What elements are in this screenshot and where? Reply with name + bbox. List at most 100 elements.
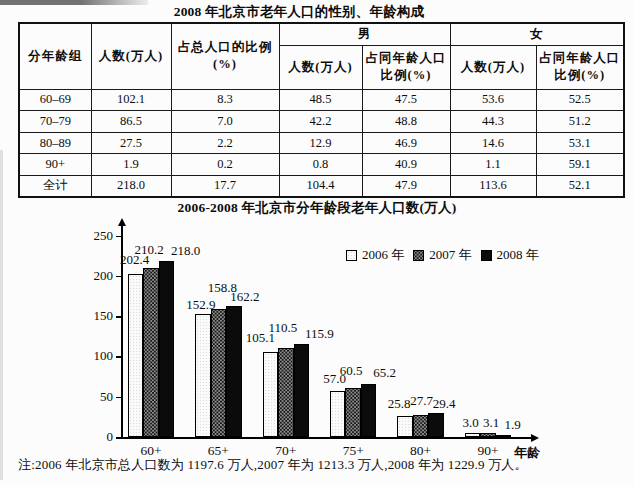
- chart-legend: 2006 年 2007 年 2008 年: [346, 246, 548, 264]
- bar-2006年-70+: [263, 352, 279, 437]
- bar-2007年-70+: [278, 348, 294, 437]
- table-cell: 90+: [19, 154, 91, 176]
- table-cell: 14.6: [450, 132, 536, 154]
- bar-2008年-75+: [361, 384, 377, 437]
- bar-value-label: 3.0: [462, 415, 478, 431]
- y-tick: [116, 356, 121, 358]
- y-tick-label: 200: [79, 268, 113, 284]
- x-axis-arrow-icon: [531, 434, 539, 442]
- table-cell: 27.5: [91, 132, 171, 154]
- table-cell: 2.2: [171, 132, 279, 154]
- bar-2007年-75+: [345, 388, 361, 437]
- y-tick: [116, 397, 121, 399]
- legend-swatch-icon: [481, 250, 492, 261]
- bar-2008年-90+: [496, 435, 512, 437]
- bar-2006年-60+: [128, 274, 144, 437]
- chart-title: 2006-2008 年北京市分年龄段老年人口数(万人): [0, 199, 634, 217]
- header-male-count: 人数(万人): [279, 45, 362, 89]
- bar-value-label: 210.2: [134, 242, 163, 258]
- bar-value-label: 115.9: [305, 326, 334, 342]
- y-tick-label: 50: [79, 389, 113, 405]
- y-tick: [116, 316, 121, 318]
- table-cell: 全计: [19, 175, 91, 197]
- table-cell: 17.7: [171, 175, 279, 197]
- bar-2007年-80+: [413, 415, 429, 437]
- table-cell: 53.1: [536, 132, 624, 154]
- table-cell: 46.9: [362, 132, 450, 154]
- header-female-count: 人数(万人): [450, 45, 536, 89]
- header-female-pct: 占同年龄人口 比例(%): [536, 45, 624, 89]
- table-cell: 48.8: [362, 111, 450, 133]
- table-row: 80–8927.52.212.946.914.653.1: [19, 132, 624, 154]
- bar-value-label: 65.2: [373, 365, 396, 381]
- bar-value-label: 3.1: [483, 415, 499, 431]
- table-cell: 60–69: [19, 89, 91, 111]
- table-title: 2008 年北京市老年人口的性别、年龄构成: [0, 3, 616, 21]
- table-row: 70–7986.57.042.248.844.351.2: [19, 111, 624, 133]
- legend-swatch-icon: [413, 250, 424, 261]
- table-cell: 104.4: [279, 175, 362, 197]
- header-count: 人数(万人): [91, 23, 171, 89]
- table-cell: 48.5: [279, 89, 362, 111]
- header-male-pct: 占同年龄人口 比例(%): [362, 45, 450, 89]
- footnote: 注:2006 年北京市总人口数为 1197.6 万人,2007 年为 1213.…: [18, 456, 528, 474]
- bar-value-label: 110.5: [268, 320, 297, 336]
- table-cell: 1.1: [450, 154, 536, 176]
- bar-2007年-65+: [211, 309, 227, 437]
- bar-value-label: 25.8: [388, 396, 411, 412]
- header-age-group: 分年龄组: [19, 23, 91, 89]
- bar-2008年-70+: [294, 344, 310, 437]
- bar-value-label: 29.4: [433, 396, 456, 412]
- table-row: 60–69102.18.348.547.553.652.5: [19, 89, 624, 111]
- legend-label: 2008 年: [497, 246, 539, 264]
- bar-2006年-65+: [195, 314, 211, 437]
- table-cell: 40.9: [362, 154, 450, 176]
- y-tick-label: 0: [79, 429, 113, 445]
- x-axis: [121, 437, 531, 439]
- y-tick-label: 250: [79, 228, 113, 244]
- table-cell: 42.2: [279, 111, 362, 133]
- bar-2008年-60+: [159, 261, 175, 437]
- bar-2007年-90+: [480, 433, 496, 437]
- header-pct-total: 占总人口的比例 (%): [171, 23, 279, 89]
- table-cell: 52.1: [536, 175, 624, 197]
- table-cell: 8.3: [171, 89, 279, 111]
- table-cell: 47.5: [362, 89, 450, 111]
- table-cell: 0.8: [279, 154, 362, 176]
- table-cell: 113.6: [450, 175, 536, 197]
- bar-2006年-90+: [465, 433, 481, 437]
- table-cell: 7.0: [171, 111, 279, 133]
- y-tick: [116, 276, 121, 278]
- bar-2007年-60+: [143, 268, 159, 437]
- table-cell: 80–89: [19, 132, 91, 154]
- table-cell: 218.0: [91, 175, 171, 197]
- y-axis-arrow-icon: [118, 218, 126, 226]
- table-cell: 53.6: [450, 89, 536, 111]
- table-cell: 1.9: [91, 154, 171, 176]
- bar-value-label: 27.7: [410, 393, 433, 409]
- bar-2006年-75+: [330, 391, 346, 437]
- bar-value-label: 60.5: [340, 363, 363, 379]
- table-row: 90+1.90.20.840.91.159.1: [19, 154, 624, 176]
- table-cell: 86.5: [91, 111, 171, 133]
- table-row: 全计218.017.7104.447.9113.652.1: [19, 175, 624, 197]
- y-tick-label: 150: [79, 308, 113, 324]
- legend-item: 2008 年: [481, 246, 539, 264]
- bar-value-label: 218.0: [171, 243, 200, 259]
- table-cell: 44.3: [450, 111, 536, 133]
- table-cell: 51.2: [536, 111, 624, 133]
- table-cell: 70–79: [19, 111, 91, 133]
- bar-2006年-80+: [397, 416, 413, 437]
- table-cell: 12.9: [279, 132, 362, 154]
- legend-label: 2007 年: [429, 246, 471, 264]
- y-tick: [116, 437, 121, 439]
- bar-2008年-65+: [226, 306, 242, 437]
- legend-item: 2006 年: [346, 246, 404, 264]
- y-tick: [116, 236, 121, 238]
- table-cell: 0.2: [171, 154, 279, 176]
- y-tick-label: 100: [79, 348, 113, 364]
- header-male: 男: [279, 23, 450, 45]
- legend-item: 2007 年: [413, 246, 471, 264]
- population-table: 分年龄组 人数(万人) 占总人口的比例 (%) 男 女 人数(万人) 占同年龄人…: [18, 22, 625, 198]
- bar-2008年-80+: [428, 413, 444, 437]
